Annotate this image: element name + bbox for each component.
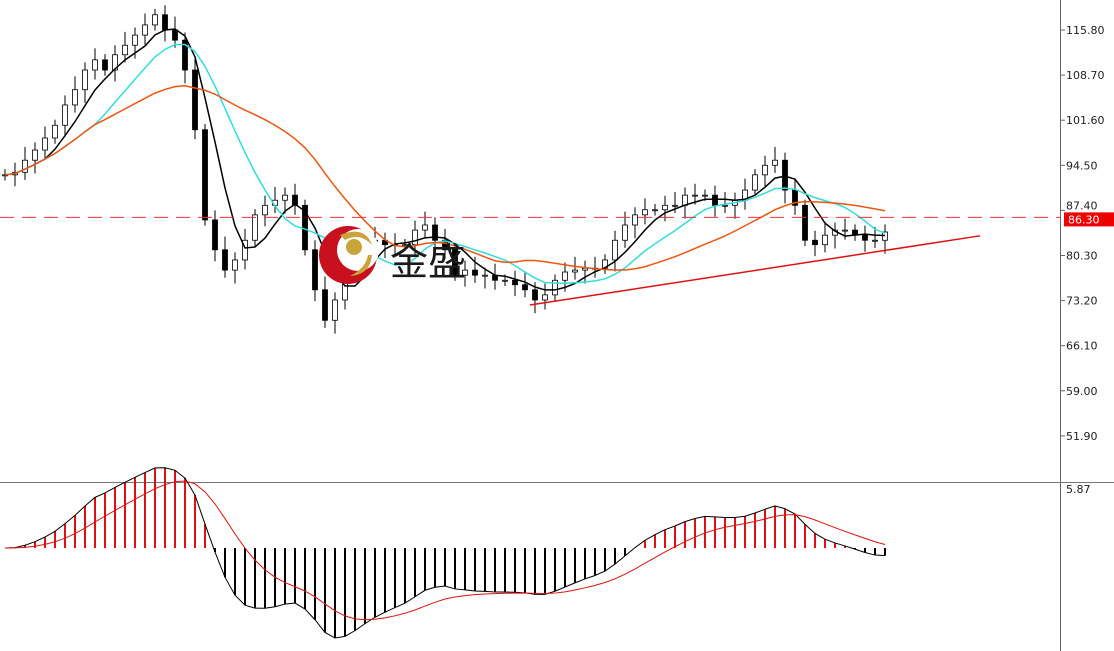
candle <box>772 159 778 166</box>
candle <box>152 14 158 26</box>
candle <box>42 137 48 151</box>
candle <box>612 239 618 261</box>
candle <box>572 269 578 273</box>
trendline <box>529 235 981 306</box>
candle <box>722 204 728 207</box>
current-price-label: 86.30 <box>1068 213 1100 226</box>
candle <box>72 89 78 106</box>
candle <box>782 159 788 191</box>
candle <box>122 44 128 56</box>
candle <box>242 239 248 261</box>
candles <box>2 5 888 334</box>
candle <box>322 289 328 321</box>
candle <box>532 289 538 301</box>
candle <box>462 269 468 276</box>
candle <box>62 104 68 126</box>
candle <box>112 54 118 71</box>
watermark-logo: 金盛 <box>319 226 466 284</box>
candle <box>182 39 188 71</box>
candle <box>712 194 718 206</box>
candle <box>412 229 418 246</box>
candle <box>82 69 88 91</box>
price-tick-label: 87.40 <box>1066 199 1098 212</box>
candle <box>762 164 768 176</box>
candle <box>812 239 818 246</box>
candle <box>662 204 668 211</box>
candle <box>622 224 628 241</box>
candle <box>752 174 758 191</box>
price-tick-label: 51.90 <box>1066 430 1098 443</box>
candle <box>422 224 428 231</box>
price-tick-label: 101.60 <box>1066 114 1105 127</box>
price-tick-label: 80.30 <box>1066 250 1098 263</box>
macd-line <box>4 467 886 639</box>
candle <box>32 149 38 161</box>
candle <box>262 204 268 216</box>
candle <box>862 234 868 241</box>
candle <box>162 14 168 31</box>
candle <box>642 209 648 216</box>
candle <box>202 129 208 221</box>
price-tick-label: 73.20 <box>1066 295 1098 308</box>
candle <box>692 194 698 197</box>
candle <box>452 249 458 276</box>
candle <box>562 271 568 281</box>
candle <box>212 219 218 251</box>
candle <box>252 214 258 241</box>
ma-5-line <box>4 28 886 291</box>
moving-averages <box>4 28 886 291</box>
candle <box>402 244 408 247</box>
candle <box>92 59 98 71</box>
ma-20-line <box>4 85 886 271</box>
candle <box>142 24 148 36</box>
price-axis: 115.80 108.70 101.60 94.50 87.40 80.30 73.20 66… <box>1060 24 1105 443</box>
macd-signal-line <box>4 480 886 621</box>
price-tick-label: 66.10 <box>1066 340 1098 353</box>
candle <box>432 224 438 241</box>
price-tick-label: 94.50 <box>1066 159 1098 172</box>
candle <box>482 274 488 277</box>
price-tick-label: 115.80 <box>1066 24 1105 37</box>
candle <box>542 294 548 301</box>
candle <box>332 299 338 321</box>
candle <box>22 159 28 173</box>
price-tick-label: 108.70 <box>1066 69 1105 82</box>
candle <box>672 204 678 207</box>
candle <box>822 234 828 246</box>
macd-panel <box>4 467 886 639</box>
candle <box>282 194 288 201</box>
candle <box>792 189 798 206</box>
candle <box>632 214 638 226</box>
candle <box>512 279 518 286</box>
candle <box>502 279 508 282</box>
current-price-label-bg <box>1064 212 1114 227</box>
candle <box>842 229 848 232</box>
candle <box>102 59 108 71</box>
candle <box>802 204 808 241</box>
logo-text: 金盛 <box>390 240 466 284</box>
candle <box>192 69 198 131</box>
candle <box>552 279 558 296</box>
candle <box>172 29 178 41</box>
candle <box>702 194 708 197</box>
candle <box>872 239 878 242</box>
candle <box>232 259 238 271</box>
macd-tick: 5.87 <box>1066 483 1091 496</box>
candle <box>312 249 318 291</box>
candle <box>522 284 528 291</box>
ma-10-line <box>4 43 886 285</box>
candle <box>52 124 58 139</box>
candle <box>292 194 298 206</box>
candle <box>472 269 478 276</box>
candle <box>222 249 228 271</box>
candle <box>652 209 658 212</box>
candle <box>132 34 138 46</box>
price-tick-label: 59.00 <box>1066 385 1098 398</box>
